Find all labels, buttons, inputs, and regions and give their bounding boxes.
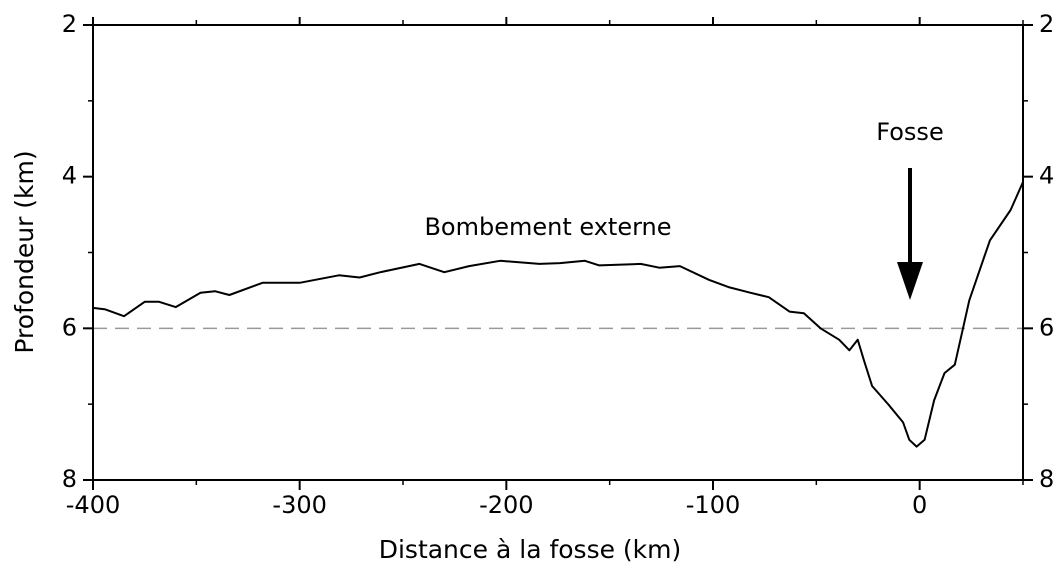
y2-tick-label: 8 xyxy=(1039,465,1054,493)
y2-tick-label: 6 xyxy=(1039,313,1054,341)
y-tick-label: 2 xyxy=(62,10,77,38)
x-tick-label: -100 xyxy=(686,491,740,519)
x-tick-label: -400 xyxy=(66,491,120,519)
x-axis-label: Distance à la fosse (km) xyxy=(379,535,682,564)
y-tick-label: 6 xyxy=(62,313,77,341)
y-tick-label: 8 xyxy=(62,465,77,493)
plot-frame xyxy=(92,24,1024,481)
x-tick-label: 0 xyxy=(912,491,927,519)
annotation: Fosse xyxy=(876,118,943,146)
annotation: Bombement externe xyxy=(424,213,671,241)
x-tick-label: -200 xyxy=(479,491,533,519)
y-axis-label: Profondeur (km) xyxy=(10,150,39,353)
y2-tick-label: 4 xyxy=(1039,162,1054,190)
profile-line xyxy=(92,181,1024,448)
x-tick-label: -300 xyxy=(272,491,326,519)
y-tick-label: 4 xyxy=(62,162,77,190)
y2-tick-label: 2 xyxy=(1039,10,1054,38)
arrow-head xyxy=(897,262,923,300)
